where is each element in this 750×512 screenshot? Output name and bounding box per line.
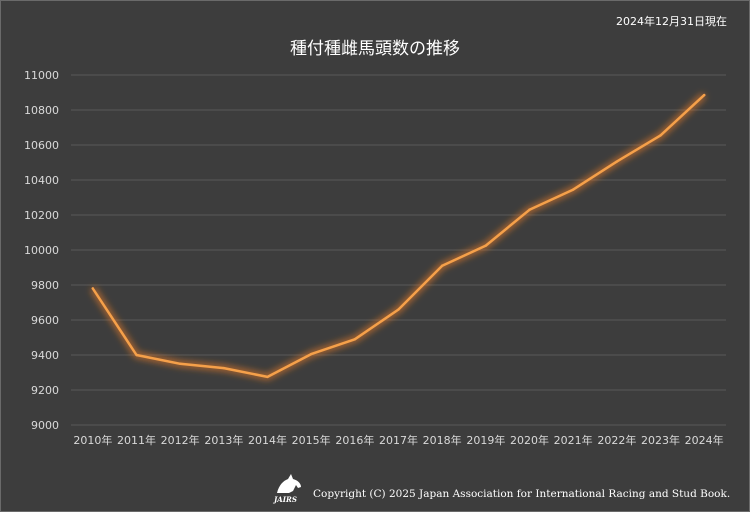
- y-tick-label: 9800: [31, 279, 59, 292]
- footer: JAIRS Copyright (C) 2025 Japan Associati…: [271, 471, 730, 505]
- x-tick-label: 2010年: [73, 433, 112, 447]
- x-tick-label: 2014年: [248, 433, 287, 447]
- y-tick-label: 10200: [24, 209, 59, 222]
- data-point: [440, 264, 444, 267]
- data-point: [135, 353, 138, 357]
- x-tick-label: 2019年: [466, 433, 505, 447]
- y-tick-label: 9200: [31, 384, 59, 397]
- line-chart: 9000 9200 9400 9600 9800 10000 10200 10400 10600…: [24, 69, 726, 447]
- series-line: [91, 93, 706, 379]
- logo-text: JAIRS: [272, 495, 297, 504]
- y-tick-label: 10000: [24, 244, 59, 257]
- as-of-date: 2024年12月31日現在: [616, 15, 727, 28]
- x-tick-label: 2012年: [161, 433, 200, 447]
- series-line-group: [90, 92, 707, 380]
- data-point: [178, 362, 182, 365]
- jairs-logo: JAIRS: [272, 474, 301, 504]
- data-point: [702, 93, 706, 97]
- x-tick-label: 2017年: [379, 433, 418, 447]
- y-tick-label: 9600: [31, 314, 59, 327]
- data-point: [528, 208, 531, 211]
- data-point: [571, 188, 575, 191]
- chart-title: 種付種雌馬頭数の推移: [290, 39, 460, 59]
- y-tick-label: 9400: [31, 349, 59, 362]
- data-point: [353, 338, 357, 341]
- x-axis-ticks: 2010年 2011年 2012年 2013年 2014年 2015年 2016年 2017年…: [73, 433, 723, 447]
- y-tick-label: 9000: [31, 419, 59, 432]
- y-tick-label: 11000: [24, 69, 59, 82]
- y-axis-ticks: 9000 9200 9400 9600 9800 10000 10200 10400 10600…: [24, 69, 59, 432]
- x-tick-label: 2021年: [554, 433, 593, 447]
- data-point: [91, 287, 95, 290]
- x-tick-label: 2020年: [510, 433, 549, 447]
- data-point: [309, 352, 313, 356]
- x-tick-label: 2013年: [204, 433, 243, 447]
- y-tick-label: 10800: [24, 104, 59, 117]
- data-point: [484, 244, 488, 247]
- horse-emblem-icon: [277, 474, 301, 493]
- x-tick-label: 2018年: [423, 433, 462, 447]
- data-point: [659, 134, 662, 137]
- x-tick-label: 2023年: [641, 433, 680, 447]
- gridlines: [71, 74, 726, 426]
- data-point: [397, 308, 400, 311]
- x-tick-label: 2015年: [292, 433, 331, 447]
- data-point: [266, 375, 269, 379]
- y-tick-label: 10600: [24, 139, 59, 152]
- data-point: [222, 366, 226, 370]
- data-point: [615, 160, 619, 163]
- copyright-text: Copyright (C) 2025 Japan Association for…: [313, 488, 731, 500]
- x-tick-label: 2022年: [597, 433, 636, 447]
- x-tick-label: 2024年: [685, 433, 724, 447]
- series-line-glow: [90, 92, 707, 380]
- x-tick-label: 2011年: [117, 433, 156, 447]
- y-tick-label: 10400: [24, 174, 59, 187]
- x-tick-label: 2016年: [335, 433, 374, 447]
